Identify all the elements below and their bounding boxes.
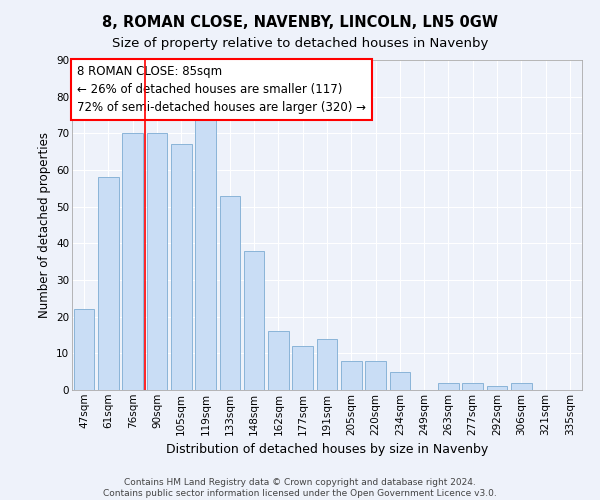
Text: 8 ROMAN CLOSE: 85sqm
← 26% of detached houses are smaller (117)
72% of semi-deta: 8 ROMAN CLOSE: 85sqm ← 26% of detached h…: [77, 65, 366, 114]
Text: 8, ROMAN CLOSE, NAVENBY, LINCOLN, LN5 0GW: 8, ROMAN CLOSE, NAVENBY, LINCOLN, LN5 0G…: [102, 15, 498, 30]
Y-axis label: Number of detached properties: Number of detached properties: [38, 132, 50, 318]
Bar: [98, 178, 119, 390]
Text: Contains HM Land Registry data © Crown copyright and database right 2024.
Contai: Contains HM Land Registry data © Crown c…: [103, 478, 497, 498]
Bar: [317, 338, 337, 390]
Bar: [389, 372, 410, 390]
Bar: [122, 134, 143, 390]
Bar: [195, 115, 216, 390]
X-axis label: Distribution of detached houses by size in Navenby: Distribution of detached houses by size …: [166, 443, 488, 456]
Bar: [74, 310, 94, 390]
Text: Size of property relative to detached houses in Navenby: Size of property relative to detached ho…: [112, 38, 488, 51]
Bar: [463, 382, 483, 390]
Bar: [146, 134, 167, 390]
Bar: [268, 332, 289, 390]
Bar: [341, 360, 362, 390]
Bar: [511, 382, 532, 390]
Bar: [365, 360, 386, 390]
Bar: [292, 346, 313, 390]
Bar: [171, 144, 191, 390]
Bar: [438, 382, 459, 390]
Bar: [244, 250, 265, 390]
Bar: [220, 196, 240, 390]
Bar: [487, 386, 508, 390]
